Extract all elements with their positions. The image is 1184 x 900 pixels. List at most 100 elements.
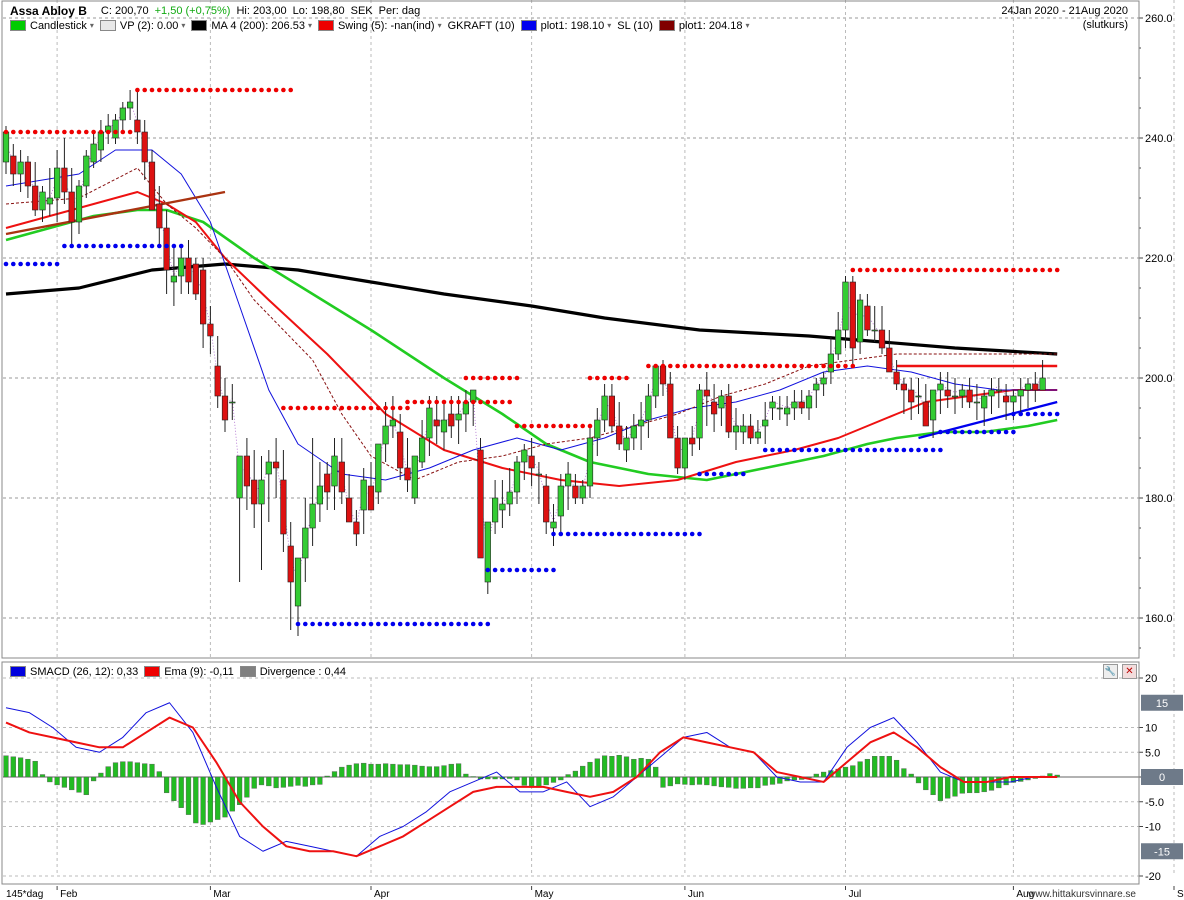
chevron-down-icon[interactable]: ▾ — [607, 21, 612, 30]
swing-dot — [368, 405, 374, 411]
chevron-down-icon[interactable]: ▾ — [181, 21, 186, 30]
swing-dot — [843, 363, 848, 369]
divergence-bar — [200, 776, 206, 825]
divergence-bar — [857, 761, 863, 778]
divergence-bar — [945, 776, 951, 799]
legend-item-3[interactable]: Swing (5): -nan(ind) ▾ — [317, 20, 442, 32]
divergence-bar — [930, 776, 936, 796]
candle — [221, 395, 229, 421]
divergence-bar — [762, 776, 768, 786]
legend-item-6[interactable]: SL (10) — [617, 20, 653, 32]
swing-dot — [741, 471, 746, 477]
candle — [586, 437, 594, 487]
swing-dot — [565, 531, 571, 537]
swing-dot — [536, 567, 542, 573]
swing-dot — [1040, 411, 1045, 417]
swing-dot — [164, 87, 169, 93]
chevron-down-icon[interactable]: ▾ — [89, 21, 94, 30]
swing-dot — [332, 621, 337, 627]
legend-item-5[interactable]: plot1: 198.10 ▾ — [520, 20, 612, 32]
divergence-bar — [543, 776, 549, 786]
divergence-bar — [550, 776, 557, 783]
price-chart[interactable]: 160.0 180.0 200.0 220.0 240.0 260.0 — [0, 0, 1184, 660]
candle — [543, 485, 550, 523]
divergence-bar — [718, 776, 725, 788]
swing-dot — [551, 567, 556, 573]
candle — [1002, 395, 1010, 403]
swing-dot — [332, 405, 337, 411]
swing-dot — [40, 129, 45, 135]
swing-dot — [719, 363, 724, 369]
candle — [258, 479, 265, 505]
chevron-down-icon[interactable]: ▾ — [307, 21, 312, 30]
divergence-bar — [251, 776, 257, 789]
candle — [426, 407, 433, 439]
candle — [645, 395, 652, 421]
swing-dot — [3, 261, 9, 267]
swing-dot — [952, 429, 958, 435]
macd-legend-item-2[interactable]: Divergence : 0,44 — [239, 666, 346, 678]
candle — [280, 479, 287, 535]
macd-legend-item-0[interactable]: SMACD (26, 12): 0,33 — [10, 666, 138, 678]
candle — [951, 395, 959, 398]
chevron-down-icon[interactable]: ▾ — [437, 21, 442, 30]
swing-dot — [602, 375, 607, 381]
swing-dot — [397, 621, 403, 627]
panel-close-button[interactable]: ✕ — [1122, 664, 1137, 679]
swing-dot — [624, 375, 629, 381]
swing-dot — [1011, 267, 1016, 273]
y-tick-label: 180.0 — [1145, 493, 1173, 505]
swing-dot — [887, 447, 892, 453]
swing-dot — [127, 129, 133, 135]
divergence-bar — [602, 755, 608, 778]
legend-item-7[interactable]: plot1: 204.18 ▾ — [658, 20, 750, 32]
swing-dot — [1047, 267, 1053, 273]
x-tick-label: Mar — [213, 889, 231, 900]
candle — [302, 527, 309, 559]
divergence-bar — [813, 773, 819, 778]
chevron-down-icon[interactable]: ▾ — [745, 21, 750, 30]
macd-legend-item-1[interactable]: Ema (9): -0,11 — [144, 666, 234, 678]
candle — [513, 461, 521, 493]
divergence-bar — [156, 771, 162, 778]
divergence-bar — [952, 776, 958, 797]
legend-item-1[interactable]: VP (2): 0.00 ▾ — [99, 20, 186, 32]
candle — [762, 419, 769, 427]
swing-dot — [507, 567, 512, 573]
legend-item-2[interactable]: MA 4 (200): 206.53 ▾ — [191, 20, 312, 32]
swing-dot — [638, 531, 644, 537]
panel-settings-button[interactable]: 🔧 — [1103, 664, 1118, 679]
candle — [783, 407, 791, 415]
close-icon: ✕ — [1125, 666, 1134, 677]
swing-dot — [565, 423, 571, 429]
legend-item-4[interactable]: GKRAFT (10) — [448, 20, 515, 32]
divergence-bar — [580, 765, 586, 778]
candle — [119, 107, 126, 121]
divergence-bar — [339, 766, 345, 778]
candle — [915, 395, 922, 398]
candle — [2, 131, 10, 163]
divergence-bar — [981, 776, 987, 793]
divergence-bar — [61, 776, 68, 788]
swing-dot — [529, 423, 534, 429]
swing-dot — [390, 621, 396, 627]
swing-dot — [624, 531, 629, 537]
divergence-bar — [375, 763, 381, 778]
high-value: Hi: 203,00 — [236, 4, 287, 17]
divergence-bar — [660, 776, 666, 788]
swing-dot — [478, 399, 483, 405]
divergence-bar — [915, 776, 922, 784]
swing-dot — [149, 87, 155, 93]
swing-dot — [653, 363, 658, 369]
legend-item-0[interactable]: Candlestick ▾ — [10, 20, 94, 32]
x-tick-label: Apr — [374, 889, 390, 900]
swing-dot — [222, 87, 228, 93]
date-range: 24Jan 2020 - 21Aug 2020 — [980, 3, 1128, 18]
swing-dot — [777, 363, 783, 369]
divergence-bar — [492, 776, 498, 780]
swing-dot — [916, 267, 921, 273]
swing-dot — [609, 375, 615, 381]
swing-dot — [91, 243, 96, 249]
divergence-bar — [755, 776, 761, 789]
